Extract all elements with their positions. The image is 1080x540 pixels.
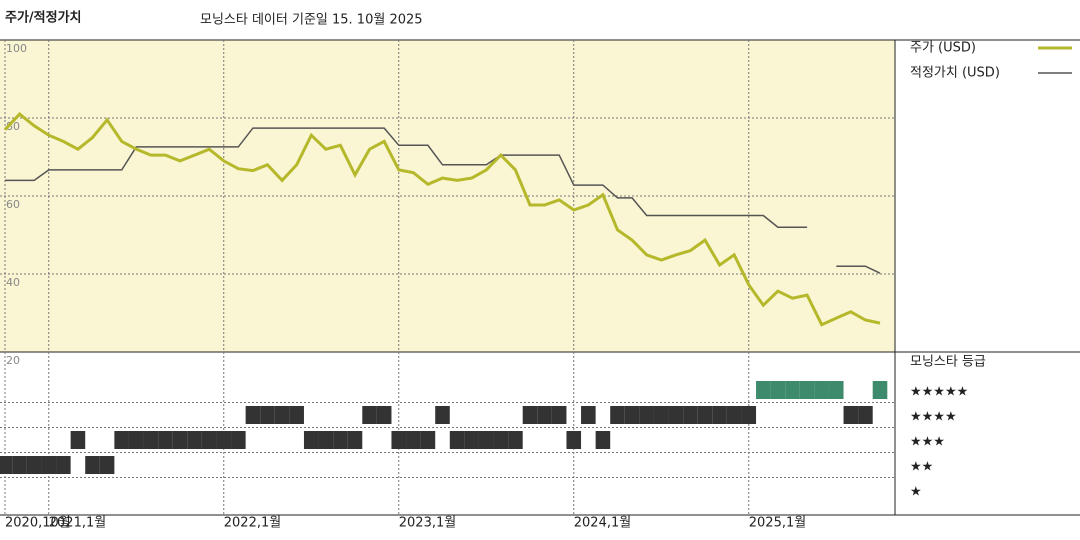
rating-bar bbox=[99, 456, 115, 474]
rating-bar bbox=[508, 431, 523, 449]
legend-label: 적정가치 (USD) bbox=[910, 66, 1000, 81]
rating-bar bbox=[391, 431, 407, 449]
rating-bar bbox=[274, 406, 290, 424]
rating-bar bbox=[653, 406, 669, 424]
rating-bar bbox=[318, 431, 334, 449]
rating-bar bbox=[0, 456, 13, 474]
rating-bar bbox=[858, 406, 873, 424]
x-tick-label: 2020,10월 bbox=[5, 516, 71, 531]
rating-bar bbox=[551, 406, 567, 424]
rating-bar bbox=[187, 431, 202, 449]
rating-bar bbox=[289, 406, 304, 424]
rating-bar bbox=[683, 406, 698, 424]
rating-bar bbox=[114, 431, 129, 449]
rating-bar bbox=[770, 381, 786, 399]
rating-bar bbox=[41, 456, 57, 474]
rating-title: 모닝스타 등급 bbox=[910, 355, 986, 370]
rating-bar bbox=[843, 406, 859, 424]
rating-label: ★★ bbox=[910, 460, 933, 475]
x-tick-label: 2025,1월 bbox=[749, 516, 806, 531]
rating-bar bbox=[406, 431, 421, 449]
rating-bar bbox=[799, 381, 815, 399]
rating-bar bbox=[216, 431, 232, 449]
rating-bar bbox=[872, 381, 888, 399]
rating-bar bbox=[435, 406, 450, 424]
rating-bar bbox=[478, 431, 494, 449]
rating-bar bbox=[245, 406, 261, 424]
x-tick-label: 2022,1월 bbox=[224, 516, 281, 531]
rating-label: ★★★★★ bbox=[910, 385, 968, 400]
rating-bar bbox=[726, 406, 742, 424]
rating-bar bbox=[158, 431, 173, 449]
rating-bar bbox=[610, 406, 625, 424]
rating-bar bbox=[85, 456, 100, 474]
rating-bar bbox=[449, 431, 465, 449]
rating-bar bbox=[814, 381, 829, 399]
rating-bar bbox=[712, 406, 727, 424]
rating-label: ★★★★ bbox=[910, 410, 957, 425]
rating-bar bbox=[595, 431, 611, 449]
chart-title: 주가/적정가치 bbox=[5, 10, 82, 26]
rating-bar bbox=[639, 406, 654, 424]
rating-bar bbox=[201, 431, 217, 449]
rating-bar bbox=[26, 456, 42, 474]
rating-bar bbox=[697, 406, 713, 424]
series-line bbox=[5, 127, 881, 274]
x-tick-label: 2021,1월 bbox=[49, 516, 106, 531]
rating-bar bbox=[260, 406, 275, 424]
rating-bar bbox=[333, 431, 348, 449]
y-tick-label: 40 bbox=[6, 276, 20, 289]
y-tick-label: 100 bbox=[6, 42, 27, 55]
y-tick-label: 60 bbox=[6, 198, 20, 211]
rating-bar bbox=[566, 431, 582, 449]
rating-bar bbox=[668, 406, 684, 424]
rating-bar bbox=[70, 431, 86, 449]
rating-bar bbox=[493, 431, 509, 449]
rating-bar bbox=[420, 431, 436, 449]
chart-subtitle: 모닝스타 데이터 기준일 15. 10월 2025 bbox=[200, 13, 423, 28]
legend-label: 주가 (USD) bbox=[910, 41, 976, 56]
rating-bar bbox=[756, 381, 771, 399]
rating-bar bbox=[362, 406, 377, 424]
rating-bar bbox=[303, 431, 319, 449]
x-tick-label: 2024,1월 bbox=[574, 516, 631, 531]
rating-label: ★ bbox=[910, 485, 922, 500]
rating-bar bbox=[231, 431, 246, 449]
rating-bar bbox=[624, 406, 640, 424]
rating-bar bbox=[464, 431, 479, 449]
rating-bar bbox=[12, 456, 27, 474]
rating-bar bbox=[537, 406, 552, 424]
rating-bar bbox=[172, 431, 188, 449]
rating-label: ★★★ bbox=[910, 435, 945, 450]
rating-bar bbox=[522, 406, 538, 424]
rating-bar bbox=[785, 381, 800, 399]
rating-bar bbox=[828, 381, 844, 399]
series-line bbox=[3, 112, 881, 327]
rating-bar bbox=[143, 431, 159, 449]
rating-bar bbox=[347, 431, 363, 449]
rating-bar bbox=[376, 406, 392, 424]
rating-bar bbox=[581, 406, 596, 424]
rating-bar bbox=[741, 406, 757, 424]
x-tick-label: 2023,1월 bbox=[399, 516, 456, 531]
rating-bar bbox=[128, 431, 144, 449]
y-tick-label: 20 bbox=[6, 354, 20, 367]
rating-bar bbox=[56, 456, 71, 474]
